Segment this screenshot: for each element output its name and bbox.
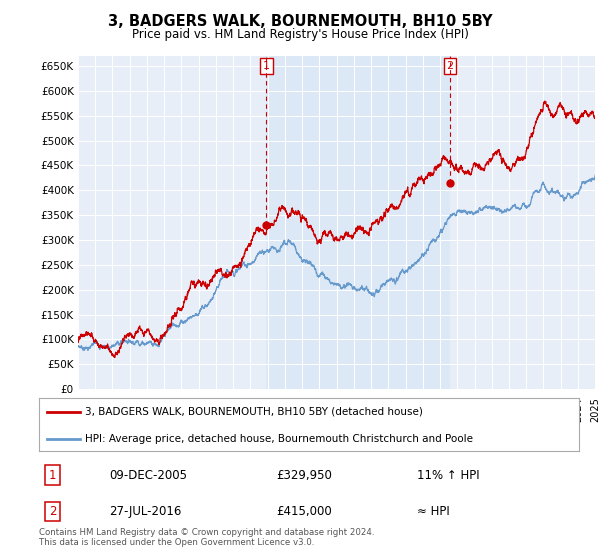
Text: 27-JUL-2016: 27-JUL-2016 (109, 505, 182, 518)
Text: 09-DEC-2005: 09-DEC-2005 (109, 469, 187, 482)
Text: 2: 2 (49, 505, 56, 518)
Text: 2: 2 (446, 61, 454, 71)
Text: £415,000: £415,000 (277, 505, 332, 518)
Text: 3, BADGERS WALK, BOURNEMOUTH, BH10 5BY (detached house): 3, BADGERS WALK, BOURNEMOUTH, BH10 5BY (… (85, 407, 423, 417)
Text: ≈ HPI: ≈ HPI (417, 505, 450, 518)
Text: 1: 1 (263, 61, 270, 71)
Text: 11% ↑ HPI: 11% ↑ HPI (417, 469, 479, 482)
Text: Price paid vs. HM Land Registry's House Price Index (HPI): Price paid vs. HM Land Registry's House … (131, 28, 469, 41)
Text: 3, BADGERS WALK, BOURNEMOUTH, BH10 5BY: 3, BADGERS WALK, BOURNEMOUTH, BH10 5BY (108, 14, 492, 29)
Text: £329,950: £329,950 (277, 469, 332, 482)
Text: 1: 1 (49, 469, 56, 482)
Text: HPI: Average price, detached house, Bournemouth Christchurch and Poole: HPI: Average price, detached house, Bour… (85, 434, 473, 444)
Text: Contains HM Land Registry data © Crown copyright and database right 2024.
This d: Contains HM Land Registry data © Crown c… (39, 528, 374, 547)
Bar (266, 56, 450, 389)
